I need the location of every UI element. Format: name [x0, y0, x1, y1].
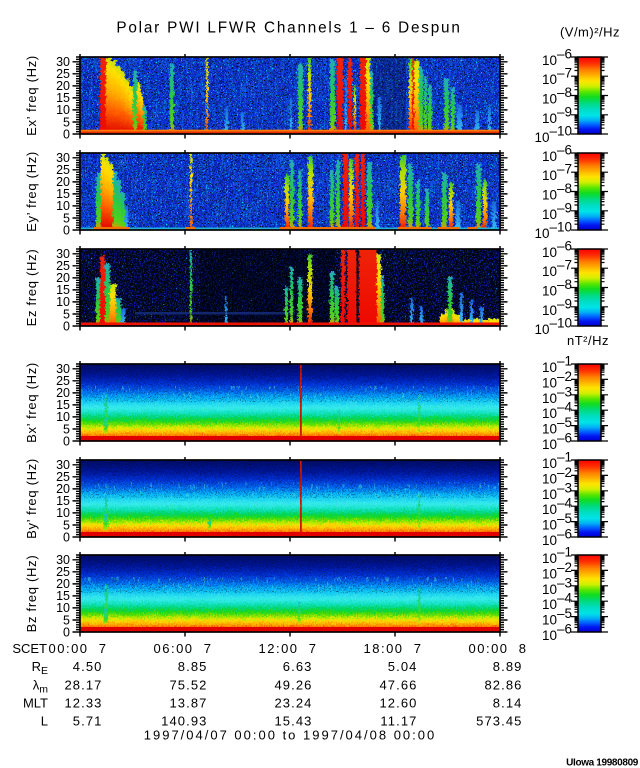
- svg-text:140.93: 140.93: [161, 714, 207, 729]
- svg-text:By’ freq (Hz): By’ freq (Hz): [24, 458, 39, 539]
- svg-text:0: 0: [63, 127, 70, 141]
- svg-text:nT²/Hz: nT²/Hz: [567, 333, 609, 348]
- svg-text:(V/m)²/Hz: (V/m)²/Hz: [560, 25, 620, 40]
- svg-text:28.17: 28.17: [64, 678, 102, 693]
- svg-text:10: 10: [56, 199, 70, 213]
- svg-text:Bz freq (Hz): Bz freq (Hz): [24, 555, 39, 633]
- svg-text:00:00 8: 00:00 8: [469, 641, 528, 656]
- svg-text:20: 20: [56, 386, 70, 400]
- svg-text:30: 30: [56, 553, 70, 567]
- svg-text:5.04: 5.04: [388, 659, 418, 674]
- svg-text:06:00 7: 06:00 7: [154, 641, 213, 656]
- svg-text:15: 15: [56, 91, 70, 105]
- svg-text:L: L: [41, 714, 48, 729]
- svg-text:5: 5: [63, 518, 70, 532]
- svg-text:6.63: 6.63: [283, 659, 313, 674]
- svg-text:5: 5: [63, 115, 70, 129]
- svg-text:30: 30: [56, 55, 70, 69]
- svg-text:4.50: 4.50: [73, 659, 103, 674]
- svg-text:30: 30: [56, 362, 70, 376]
- svg-text:25: 25: [56, 374, 70, 388]
- svg-text:0: 0: [63, 530, 70, 544]
- svg-text:15: 15: [56, 187, 70, 201]
- svg-text:11.17: 11.17: [380, 714, 417, 729]
- svg-text:12.33: 12.33: [64, 696, 102, 711]
- svg-text:20: 20: [56, 175, 70, 189]
- svg-text:1997/04/07 00:00 to 1997/04/08: 1997/04/07 00:00 to 1997/04/08 00:00: [144, 728, 436, 743]
- svg-text:5: 5: [63, 613, 70, 627]
- svg-text:SCET: SCET: [12, 641, 47, 656]
- svg-text:10: 10: [56, 295, 70, 309]
- svg-text:30: 30: [56, 458, 70, 472]
- svg-text:00:00 7: 00:00 7: [49, 641, 108, 656]
- svg-text:8.89: 8.89: [493, 659, 523, 674]
- svg-text:Ez freq (Hz): Ez freq (Hz): [24, 249, 39, 327]
- svg-text:12.60: 12.60: [379, 696, 417, 711]
- svg-text:18:00 7: 18:00 7: [364, 641, 423, 656]
- svg-text:15: 15: [56, 283, 70, 297]
- svg-text:75.52: 75.52: [169, 678, 207, 693]
- svg-text:0: 0: [63, 223, 70, 237]
- svg-text:573.45: 573.45: [476, 714, 522, 729]
- svg-text:8.85: 8.85: [178, 659, 208, 674]
- svg-text:0: 0: [63, 319, 70, 333]
- svg-text:5.71: 5.71: [73, 714, 103, 729]
- svg-text:15.43: 15.43: [274, 714, 312, 729]
- svg-text:20: 20: [56, 271, 70, 285]
- svg-text:30: 30: [56, 247, 70, 261]
- svg-text:15: 15: [56, 494, 70, 508]
- svg-text:49.26: 49.26: [274, 678, 312, 693]
- svg-text:25: 25: [56, 259, 70, 273]
- svg-text:10: 10: [56, 506, 70, 520]
- svg-text:30: 30: [56, 151, 70, 165]
- svg-text:0: 0: [63, 625, 70, 639]
- svg-text:20: 20: [56, 577, 70, 591]
- svg-text:10: 10: [56, 410, 70, 424]
- svg-text:82.86: 82.86: [484, 678, 522, 693]
- svg-text:20: 20: [56, 482, 70, 496]
- svg-text:15: 15: [56, 589, 70, 603]
- svg-text:MLT: MLT: [23, 696, 48, 711]
- svg-text:0: 0: [63, 434, 70, 448]
- svg-text:20: 20: [56, 79, 70, 93]
- svg-text:25: 25: [56, 565, 70, 579]
- svg-text:47.66: 47.66: [379, 678, 417, 693]
- svg-text:Polar PWI LFWR Channels 1 – 6: Polar PWI LFWR Channels 1 – 6 Despun: [116, 20, 461, 37]
- svg-text:8.14: 8.14: [493, 696, 523, 711]
- svg-text:5: 5: [63, 307, 70, 321]
- svg-text:25: 25: [56, 67, 70, 81]
- svg-text:13.87: 13.87: [169, 696, 207, 711]
- svg-text:25: 25: [56, 470, 70, 484]
- svg-text:UIowa 19980809: UIowa 19980809: [566, 758, 639, 768]
- svg-text:15: 15: [56, 398, 70, 412]
- svg-text:10: 10: [56, 601, 70, 615]
- svg-text:10: 10: [56, 103, 70, 117]
- svg-text:23.24: 23.24: [274, 696, 312, 711]
- svg-text:5: 5: [63, 422, 70, 436]
- svg-text:Ex’ freq (Hz): Ex’ freq (Hz): [24, 55, 39, 136]
- svg-text:5: 5: [63, 211, 70, 225]
- svg-text:12:00 7: 12:00 7: [259, 641, 318, 656]
- svg-text:Ey’ freq (Hz): Ey’ freq (Hz): [24, 151, 39, 232]
- svg-text:Bx’ freq (Hz): Bx’ freq (Hz): [24, 362, 39, 443]
- svg-text:25: 25: [56, 163, 70, 177]
